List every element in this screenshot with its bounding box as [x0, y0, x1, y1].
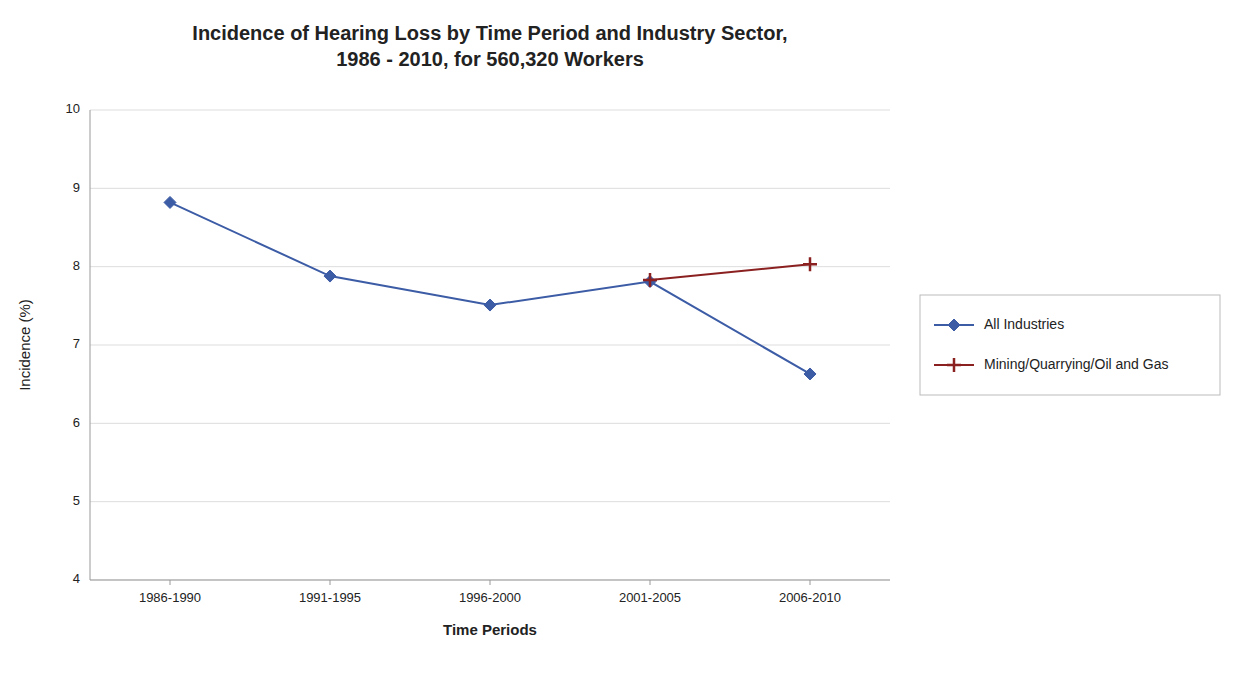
x-tick-label: 1996-2000 — [459, 590, 521, 605]
chart-container: Incidence of Hearing Loss by Time Period… — [0, 0, 1236, 676]
y-tick-label: 7 — [73, 336, 80, 351]
y-tick-label: 8 — [73, 258, 80, 273]
grid-line — [90, 266, 890, 267]
y-axis-label: Incidence (%) — [16, 299, 33, 391]
grid-line — [90, 345, 890, 346]
grid-line — [90, 188, 890, 189]
grid-line — [90, 110, 890, 111]
legend-box — [920, 295, 1220, 395]
y-tick-label: 5 — [73, 493, 80, 508]
data-point — [804, 368, 816, 380]
x-axis-label: Time Periods — [443, 621, 537, 638]
y-axis-line — [90, 110, 91, 580]
legend-marker — [948, 319, 960, 331]
x-tick — [170, 580, 171, 585]
x-tick-label: 1991-1995 — [299, 590, 361, 605]
data-point — [643, 273, 657, 287]
x-tick-label: 2001-2005 — [619, 590, 681, 605]
chart-title: Incidence of Hearing Loss by Time Period… — [192, 22, 787, 70]
series-line — [650, 264, 810, 280]
data-point — [164, 196, 176, 208]
series-line — [170, 202, 810, 374]
data-layer — [164, 196, 817, 380]
x-tick — [810, 580, 811, 585]
grid — [90, 110, 890, 580]
data-point — [324, 270, 336, 282]
x-tick-label: 2006-2010 — [779, 590, 841, 605]
x-tick — [330, 580, 331, 585]
data-point — [803, 257, 817, 271]
y-tick-label: 6 — [73, 415, 80, 430]
grid-line — [90, 501, 890, 502]
legend-label: Mining/Quarrying/Oil and Gas — [984, 356, 1168, 372]
x-tick — [490, 580, 491, 585]
y-tick-label: 4 — [73, 571, 80, 586]
legend: All Industries Mining/Quarrying/Oil and G… — [920, 295, 1220, 395]
y-tick-label: 9 — [73, 180, 80, 195]
x-tick — [650, 580, 651, 585]
data-point — [484, 299, 496, 311]
x-tick-label: 1986-1990 — [139, 590, 201, 605]
chart-svg: Incidence of Hearing Loss by Time Period… — [0, 0, 1236, 676]
legend-marker — [947, 358, 961, 372]
legend-label: All Industries — [984, 316, 1064, 332]
grid-line — [90, 423, 890, 424]
y-tick-label: 10 — [66, 101, 80, 116]
